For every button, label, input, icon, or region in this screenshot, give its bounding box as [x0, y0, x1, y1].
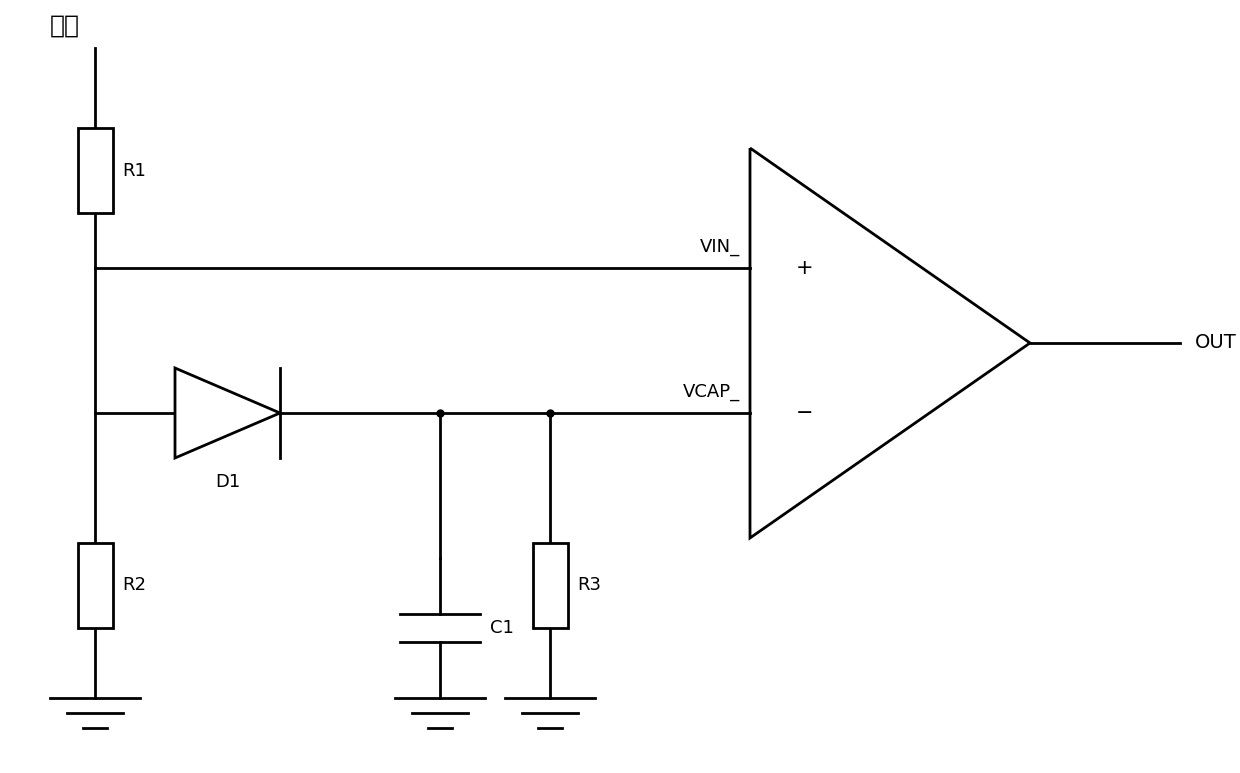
Text: D1: D1 — [215, 473, 241, 491]
Bar — [532, 543, 568, 628]
Bar — [77, 128, 113, 213]
Text: R3: R3 — [578, 577, 601, 594]
Text: VIN_: VIN_ — [699, 238, 740, 256]
Text: VCAP_: VCAP_ — [683, 383, 740, 401]
Bar — [77, 543, 113, 628]
Polygon shape — [175, 368, 280, 458]
Text: 总线: 总线 — [50, 14, 81, 38]
Text: C1: C1 — [490, 619, 513, 637]
Text: R1: R1 — [123, 162, 146, 179]
Text: OUT: OUT — [1195, 333, 1236, 352]
Text: R2: R2 — [123, 577, 146, 594]
Text: +: + — [796, 258, 813, 278]
Text: −: − — [796, 403, 813, 423]
